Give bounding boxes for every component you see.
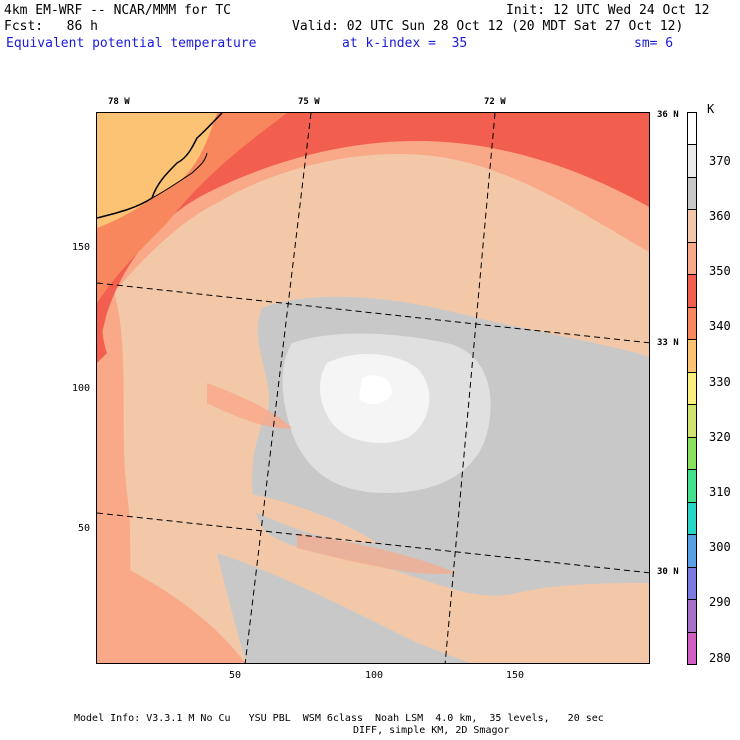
colorbar-swatch <box>687 306 697 341</box>
lon-label-78w: 78 W <box>108 97 130 107</box>
lat-label-33n: 33 N <box>657 338 679 348</box>
contour-field <box>97 113 649 663</box>
colorbar-swatch <box>687 534 697 568</box>
colorbar-swatch <box>687 371 697 406</box>
model-info: Model Info: V3.3.1 M No Cu YSU PBL WSM 6… <box>74 713 604 724</box>
y-tick-150: 150 <box>72 242 91 253</box>
colorbar-swatch <box>687 631 697 665</box>
colorbar-label: 300 <box>709 540 731 555</box>
colorbar-label: 310 <box>709 484 731 499</box>
colorbar-swatch <box>687 599 697 633</box>
forecast-hour: Fcst: 86 h <box>4 19 98 34</box>
colorbar-label: 320 <box>709 429 731 444</box>
model-info-line2: DIFF, simple KM, 2D Smagor <box>353 725 510 736</box>
colorbar-swatch <box>687 469 697 503</box>
colorbar-label: 360 <box>709 208 731 223</box>
init-time: Init: 12 UTC Wed 24 Oct 12 <box>506 3 710 18</box>
lon-label-75w: 75 W <box>298 97 320 107</box>
colorbar-swatch <box>687 566 697 601</box>
smoothing-label: sm= 6 <box>634 36 674 51</box>
lat-label-36n: 36 N <box>657 110 679 120</box>
x-tick-100: 100 <box>365 670 384 681</box>
colorbar-swatch <box>687 274 697 308</box>
colorbar-swatch <box>687 144 697 178</box>
colorbar-label: 340 <box>709 319 731 334</box>
colorbar-swatch <box>687 404 697 438</box>
field-name: Equivalent potential temperature <box>6 36 257 51</box>
y-tick-50: 50 <box>78 523 91 534</box>
colorbar-swatch <box>687 176 697 211</box>
colorbar-swatch <box>687 209 697 243</box>
colorbar-swatch <box>687 501 697 536</box>
k-index-label: at k-index = 35 <box>342 36 468 51</box>
colorbar-label: 370 <box>709 153 731 168</box>
colorbar-swatch <box>687 436 697 471</box>
model-title: 4km EM-WRF -- NCAR/MMM for TC <box>4 3 231 18</box>
colorbar-label: 280 <box>709 650 731 665</box>
y-tick-100: 100 <box>72 383 91 394</box>
lon-label-72w: 72 W <box>484 97 506 107</box>
colorbar-label: 290 <box>709 595 731 610</box>
theta-e-map <box>96 112 650 664</box>
colorbar-swatch <box>687 241 697 276</box>
colorbar-swatch <box>687 112 697 146</box>
colorbar-unit: K <box>707 102 715 116</box>
colorbar-label: 350 <box>709 264 731 279</box>
x-tick-50: 50 <box>229 670 242 681</box>
colorbar-label: 330 <box>709 374 731 389</box>
lat-label-30n: 30 N <box>657 567 679 577</box>
valid-time: Valid: 02 UTC Sun 28 Oct 12 (20 MDT Sat … <box>292 19 684 34</box>
colorbar-swatch <box>687 339 697 373</box>
x-tick-150: 150 <box>506 670 525 681</box>
